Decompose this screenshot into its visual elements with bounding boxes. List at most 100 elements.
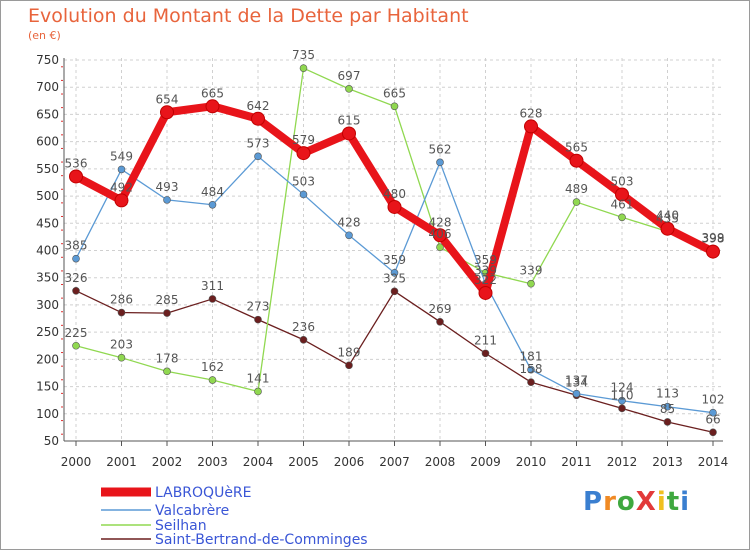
data-point xyxy=(436,243,444,252)
data-point xyxy=(527,378,535,387)
y-tick-label: 400 xyxy=(36,244,59,258)
y-tick-label: 150 xyxy=(36,380,59,394)
data-label: 428 xyxy=(429,215,452,229)
data-point xyxy=(436,158,444,167)
data-point xyxy=(205,99,220,114)
data-point xyxy=(163,309,171,317)
data-point xyxy=(572,198,581,206)
data-point xyxy=(618,404,626,413)
y-tick-label: 500 xyxy=(36,189,59,203)
data-label: 322 xyxy=(474,273,497,287)
x-tick-label: 2011 xyxy=(561,455,592,469)
data-label: 461 xyxy=(611,197,634,211)
data-point xyxy=(709,428,717,437)
data-label: 406 xyxy=(429,227,452,241)
data-point xyxy=(72,254,80,263)
data-label: 137 xyxy=(565,374,588,388)
data-label: 325 xyxy=(383,271,406,285)
data-point xyxy=(527,279,535,288)
data-point xyxy=(660,221,675,236)
data-label: 503 xyxy=(292,174,315,188)
logo-letter: r xyxy=(603,487,617,517)
logo-letter: X xyxy=(635,487,657,517)
data-point xyxy=(299,64,308,72)
data-point xyxy=(345,85,353,93)
data-label: 359 xyxy=(474,253,497,267)
data-label: 311 xyxy=(201,279,224,293)
data-label: 503 xyxy=(611,174,634,188)
data-point xyxy=(436,318,444,326)
y-tick-label: 350 xyxy=(36,271,59,285)
data-point xyxy=(117,165,126,174)
data-point xyxy=(390,102,399,111)
data-point xyxy=(663,402,672,411)
logo-letter: P xyxy=(583,487,604,517)
y-tick-label: 50 xyxy=(44,434,59,448)
data-label: 665 xyxy=(383,86,406,100)
data-label: 492 xyxy=(110,180,133,194)
data-point xyxy=(296,146,311,161)
legend-label-2: Seilhan xyxy=(155,518,207,534)
data-label: 134 xyxy=(565,375,588,389)
y-tick-label: 200 xyxy=(36,352,59,366)
y-tick-label: 550 xyxy=(36,162,59,176)
data-label: 480 xyxy=(383,187,406,201)
chart-title: Evolution du Montant de la Dette par Hab… xyxy=(28,5,469,27)
data-point xyxy=(387,199,402,214)
data-label: 124 xyxy=(611,381,634,395)
data-label: 162 xyxy=(201,360,224,374)
data-label: 110 xyxy=(611,388,634,402)
x-tick-label: 2012 xyxy=(607,455,638,469)
data-label: 573 xyxy=(247,136,270,150)
data-label: 236 xyxy=(292,320,315,334)
data-label: 203 xyxy=(110,338,133,352)
x-tick-label: 2002 xyxy=(152,455,183,469)
data-label: 565 xyxy=(565,141,588,155)
y-tick-label: 250 xyxy=(36,325,59,339)
data-point xyxy=(572,389,581,398)
y-tick-label: 750 xyxy=(36,53,59,67)
data-label: 536 xyxy=(65,156,88,170)
data-point xyxy=(69,169,83,184)
data-label: 339 xyxy=(520,264,543,278)
x-tick-label: 2014 xyxy=(698,455,729,469)
data-point xyxy=(706,244,720,259)
logo-letter: i xyxy=(656,487,667,517)
data-point xyxy=(709,408,717,417)
x-tick-label: 2010 xyxy=(516,455,547,469)
legend-label-0: LABROQUèRE xyxy=(155,485,252,501)
data-point xyxy=(433,228,447,243)
data-label: 285 xyxy=(156,293,179,307)
x-tick-label: 2003 xyxy=(197,455,228,469)
data-label: 735 xyxy=(292,48,315,62)
data-label: 493 xyxy=(156,180,179,194)
data-point xyxy=(618,213,626,222)
data-point xyxy=(527,365,535,374)
data-point xyxy=(390,287,399,296)
data-label: 102 xyxy=(702,393,725,407)
data-label: 562 xyxy=(429,142,452,156)
data-label: 359 xyxy=(383,253,406,267)
y-tick-label: 600 xyxy=(36,135,59,149)
data-point xyxy=(299,190,308,199)
data-point xyxy=(208,376,217,384)
y-tick-label: 650 xyxy=(36,107,59,121)
data-label: 428 xyxy=(338,215,361,229)
data-label: 273 xyxy=(247,300,270,314)
data-label: 85 xyxy=(660,402,675,416)
x-tick-label: 2001 xyxy=(106,455,137,469)
data-label: 189 xyxy=(338,345,361,359)
data-point xyxy=(299,335,308,344)
data-point xyxy=(390,269,399,277)
data-point xyxy=(569,153,584,168)
data-point xyxy=(345,361,353,370)
data-label: 697 xyxy=(338,69,361,83)
data-label: 484 xyxy=(201,185,224,199)
x-tick-label: 2006 xyxy=(334,455,365,469)
data-point xyxy=(163,196,171,204)
data-point xyxy=(160,105,174,120)
data-point xyxy=(618,396,626,405)
data-label: 489 xyxy=(565,182,588,196)
